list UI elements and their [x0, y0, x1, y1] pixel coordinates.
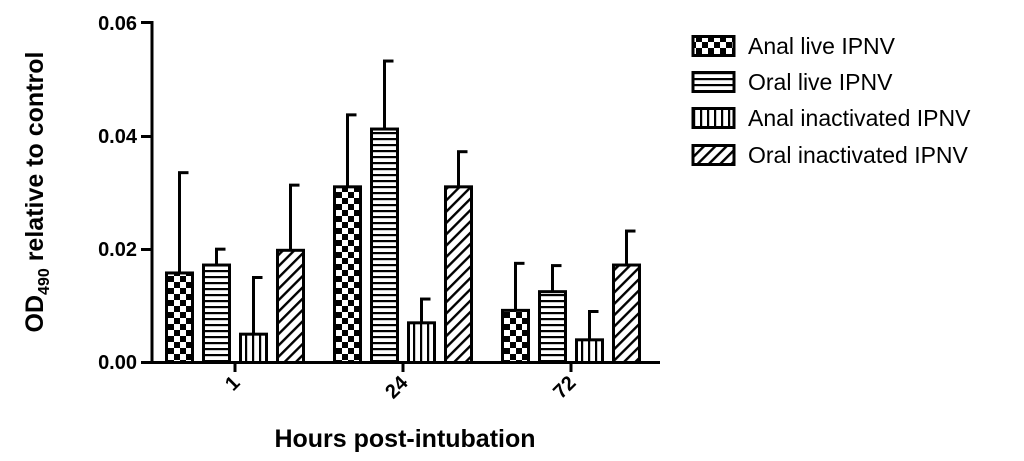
bar: [202, 263, 231, 364]
legend-swatch: [691, 71, 736, 93]
legend-label: Oral inactivated IPNV: [748, 142, 969, 168]
x-tick-label: 24: [381, 371, 413, 403]
bar: [538, 290, 567, 364]
y-tick-label: 0.04: [98, 126, 138, 148]
legend-swatch: [691, 144, 736, 166]
x-tick-label: 1: [221, 372, 244, 395]
bar: [276, 248, 305, 364]
bar: [501, 308, 530, 365]
y-tick-label: 0.06: [98, 13, 137, 35]
y-tick-label: 0.02: [98, 239, 137, 261]
x-tick-label: 72: [549, 372, 580, 403]
y-axis-title: OD490 relative to control: [21, 52, 53, 333]
bar: [239, 332, 268, 364]
bar: [575, 338, 604, 365]
bar: [165, 271, 194, 365]
legend-swatch: [691, 35, 736, 57]
legend-label: Oral live IPNV: [748, 69, 893, 95]
legend-label: Anal live IPNV: [748, 33, 896, 59]
legend: Anal live IPNV Oral live IPNV Anal inactiv…: [691, 33, 971, 168]
bar: [407, 321, 436, 365]
bar: [444, 185, 473, 364]
bar: [333, 185, 362, 364]
legend-swatch: [691, 107, 736, 129]
bar: [612, 263, 641, 364]
bar: [370, 127, 399, 364]
legend-label: Anal inactivated IPNV: [748, 105, 971, 131]
x-axis-title: Hours post-intubation: [274, 425, 535, 453]
y-tick-label: 0.00: [98, 352, 137, 374]
